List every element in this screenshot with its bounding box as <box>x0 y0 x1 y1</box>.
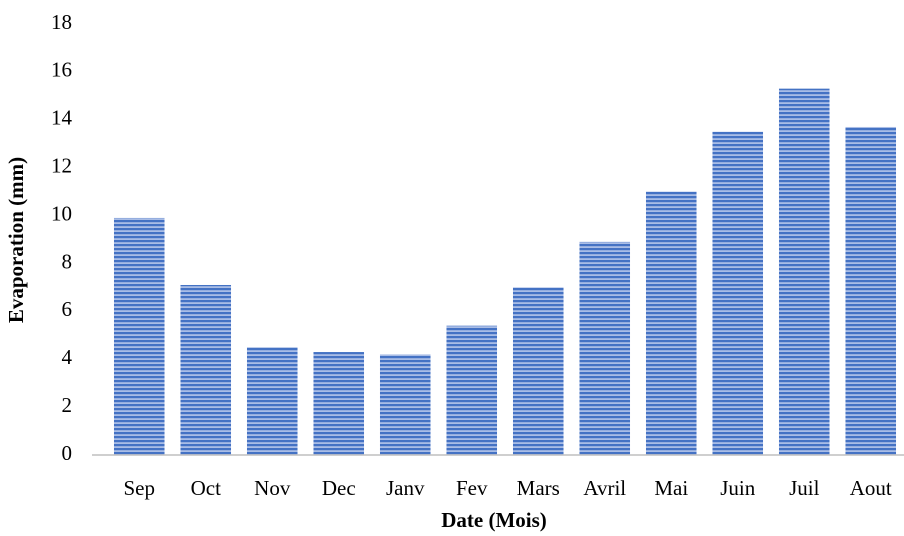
bar <box>246 347 298 455</box>
bar <box>379 354 431 455</box>
bar <box>845 126 897 455</box>
y-tick-label: 0 <box>62 441 73 465</box>
x-axis-label: Date (Mois) <box>441 508 547 532</box>
bar <box>778 88 830 456</box>
bar <box>712 131 764 455</box>
bar <box>512 287 564 455</box>
x-tick-label: Fev <box>456 476 488 500</box>
y-tick-label: 18 <box>51 10 72 34</box>
x-tick-label: Sep <box>124 476 156 500</box>
x-tick-label: Dec <box>322 476 356 500</box>
y-tick-label: 2 <box>62 393 73 417</box>
x-tick-label: Oct <box>191 476 221 500</box>
y-tick-label: 16 <box>51 58 72 82</box>
y-tick-label: 10 <box>51 201 72 225</box>
x-tick-label: Juil <box>789 476 820 500</box>
y-tick-label: 12 <box>51 153 72 177</box>
x-tick-label: Janv <box>386 476 425 500</box>
x-tick-label: Nov <box>254 476 291 500</box>
x-tick-label: Avril <box>583 476 626 500</box>
bar <box>113 217 165 455</box>
bar <box>645 191 697 455</box>
y-tick-label: 14 <box>51 106 73 130</box>
y-tick-label: 4 <box>62 345 73 369</box>
y-tick-label: 8 <box>62 249 73 273</box>
x-tick-label: Mai <box>654 476 688 500</box>
bar <box>313 352 365 455</box>
bar <box>446 325 498 455</box>
bar <box>579 241 631 455</box>
x-tick-label: Mars <box>517 476 560 500</box>
y-axis-label: Evaporation (mm) <box>4 157 28 323</box>
x-tick-label: Juin <box>720 476 756 500</box>
y-tick-label: 6 <box>62 297 73 321</box>
bar <box>180 284 232 455</box>
x-tick-label: Aout <box>850 476 892 500</box>
